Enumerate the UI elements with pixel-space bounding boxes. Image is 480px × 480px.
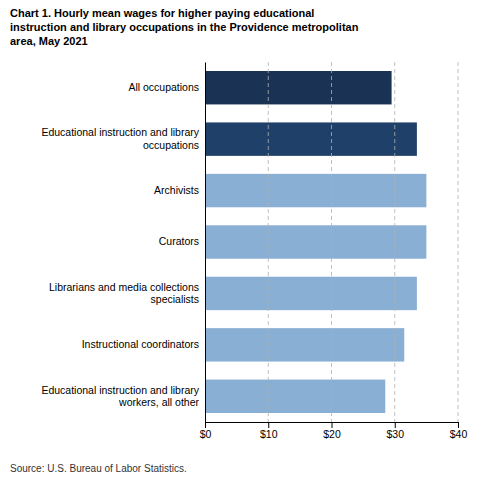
bar <box>205 328 404 361</box>
grid <box>268 62 458 422</box>
y-axis: Educational instruction and libraryworke… <box>41 63 205 423</box>
tick: Librarians and media collectionsspeciali… <box>49 281 199 305</box>
tick-label: $30 <box>386 428 404 440</box>
tick: Archivists <box>154 184 199 196</box>
tick-label: Educational instruction and libraryoccup… <box>41 126 199 150</box>
bar <box>205 380 385 413</box>
grid-line <box>458 62 459 422</box>
tick-mark <box>395 422 396 428</box>
tick: $20 <box>323 422 341 440</box>
tick-label: Curators <box>159 235 199 247</box>
bar <box>205 71 392 104</box>
plot: $0 $10 $20 $30 $40 Educational instruction an… <box>41 62 467 440</box>
axis-line <box>206 423 459 429</box>
axis-line <box>205 63 206 423</box>
tick-label: Archivists <box>154 184 199 196</box>
tick-mark <box>458 422 459 428</box>
tick: Educational instruction and libraryoccup… <box>41 126 199 150</box>
x-axis: $0 $10 $20 $30 $40 <box>200 422 468 440</box>
tick: Curators <box>159 235 199 247</box>
tick-label: All occupations <box>128 81 199 93</box>
tick: Instructional coordinators <box>82 338 199 350</box>
tick-label: $10 <box>260 428 278 440</box>
tick-label: Librarians and media collectionsspeciali… <box>49 281 199 305</box>
tick: $30 <box>386 422 404 440</box>
grid-line <box>331 62 332 422</box>
tick-label: $20 <box>323 428 341 440</box>
bar <box>205 174 426 207</box>
bars <box>205 71 426 413</box>
tick: $0 <box>200 422 212 440</box>
tick: $40 <box>450 422 468 440</box>
tick: All occupations <box>128 81 199 93</box>
chart: Chart 1. Hourly mean wages for higher pa… <box>0 0 480 480</box>
tick: Educational instruction and libraryworke… <box>41 384 199 408</box>
bar <box>205 277 417 310</box>
source: Source: U.S. Bureau of Labor Statistics. <box>10 463 187 474</box>
bar <box>205 225 426 258</box>
tick: $10 <box>260 422 278 440</box>
title: Chart 1. Hourly mean wages for higher pa… <box>10 7 359 47</box>
tick-mark <box>205 422 206 428</box>
grid-line <box>268 62 269 422</box>
tick-mark <box>268 422 269 428</box>
tick-label: Educational instruction and libraryworke… <box>41 384 199 408</box>
tick-mark <box>332 422 333 428</box>
grid-line <box>394 62 395 422</box>
bar <box>205 122 417 155</box>
tick-label: $0 <box>200 428 212 440</box>
tick-label: Instructional coordinators <box>82 338 199 350</box>
tick-label: $40 <box>450 428 468 440</box>
